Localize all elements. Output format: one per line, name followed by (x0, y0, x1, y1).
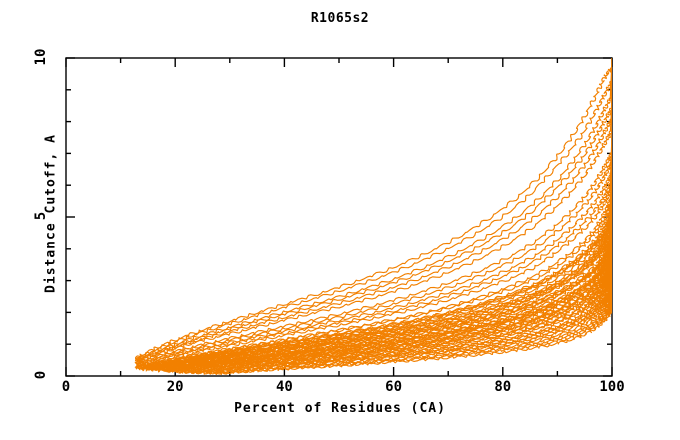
x-tick-label: 0 (61, 379, 71, 395)
data-series-line (136, 116, 612, 366)
x-tick-label: 60 (385, 379, 403, 395)
data-series-line (153, 232, 612, 371)
x-axis-title: Percent of Residues (CA) (234, 401, 446, 416)
data-series-line (142, 165, 612, 368)
x-tick-label: 40 (275, 379, 293, 395)
data-series-line (175, 251, 612, 373)
data-series-line (171, 241, 612, 373)
data-series-line (149, 198, 612, 370)
data-series-line (145, 199, 612, 369)
data-series-line (135, 58, 612, 360)
y-tick-label: 0 (33, 370, 49, 380)
data-series-line (134, 78, 612, 362)
data-series-line (143, 188, 612, 370)
data-series-line (135, 96, 612, 363)
x-tick-label: 80 (494, 379, 512, 395)
data-series-line (202, 275, 612, 375)
data-series-line (135, 58, 612, 360)
data-series-line (136, 58, 612, 361)
data-series-line (141, 172, 612, 368)
data-series-line (188, 267, 612, 374)
data-series-line (219, 282, 612, 376)
data-series-line (136, 132, 612, 367)
y-tick-label: 10 (33, 48, 49, 66)
page-title: R1065s2 (310, 11, 370, 26)
data-series-line (134, 85, 612, 365)
data-series-line (141, 170, 612, 367)
data-series-line (140, 217, 612, 370)
x-tick-label: 100 (599, 379, 625, 395)
data-series-line (163, 234, 612, 372)
curves-layer (134, 58, 612, 376)
y-tick-label: 5 (33, 211, 49, 221)
data-series-line (134, 107, 612, 365)
data-series-line (137, 164, 612, 367)
x-tick-label: 20 (166, 379, 184, 395)
